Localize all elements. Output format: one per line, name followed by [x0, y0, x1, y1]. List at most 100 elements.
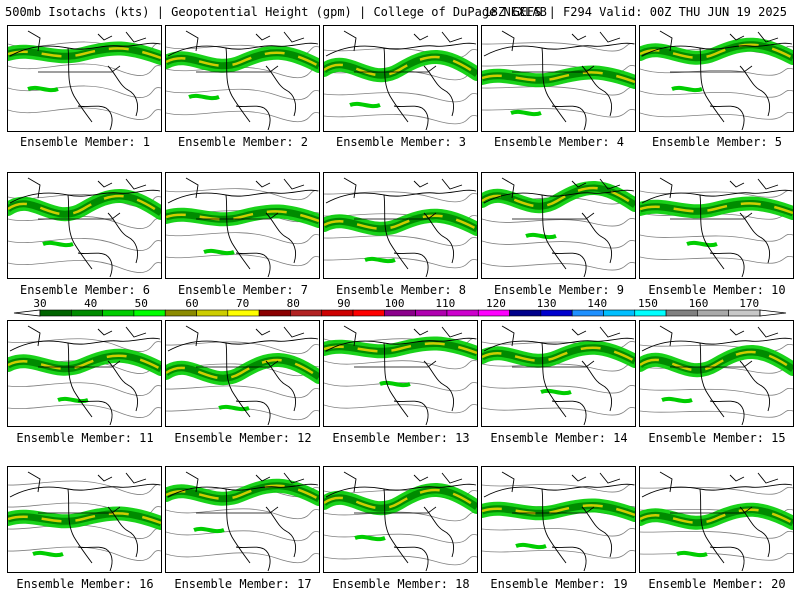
- coastline: [9, 483, 161, 498]
- ensemble-member-label: Ensemble Member: 9: [493, 283, 625, 297]
- colorbar-swatch: [39, 309, 72, 317]
- colorbar-swatch: [227, 309, 260, 317]
- isotach-fragment: [203, 248, 235, 256]
- ensemble-map: [482, 325, 635, 426]
- coastline: [739, 506, 771, 558]
- ensemble-map: [324, 325, 477, 426]
- map-header: 500mb Isotachs (kts) | Geopotential Heig…: [5, 3, 795, 21]
- coastline: [27, 177, 147, 199]
- ensemble-member-label: Ensemble Member: 20: [648, 577, 786, 591]
- coastline: [393, 252, 429, 278]
- colorbar-tick-label: 140: [587, 298, 607, 310]
- colorbar-swatch: [258, 309, 291, 317]
- coastline: [343, 471, 463, 493]
- ensemble-member-label: Ensemble Member: 6: [19, 283, 151, 297]
- height-contour: [324, 235, 477, 247]
- ensemble-member-label: Ensemble Member: 16: [16, 577, 154, 591]
- jet-stream-max: [166, 210, 319, 223]
- ensemble-member-label: Ensemble Member: 13: [332, 431, 470, 445]
- height-contour: [482, 363, 635, 372]
- height-contour: [8, 546, 161, 561]
- coastline: [659, 325, 779, 347]
- colorbar-tick-label: 100: [385, 298, 405, 310]
- ensemble-member-label: Ensemble Member: 19: [490, 577, 628, 591]
- coastline: [383, 47, 409, 123]
- ensemble-map-panel: [481, 320, 636, 427]
- ensemble-map: [482, 30, 635, 131]
- colorbar-swatch: [415, 309, 448, 317]
- colorbar-tick-label: 60: [185, 298, 198, 310]
- height-contour: [8, 480, 161, 495]
- isotach-fragment: [218, 404, 250, 412]
- height-contour: [166, 188, 319, 201]
- coastline: [265, 212, 297, 264]
- colorbar-tick-label: 170: [739, 298, 759, 310]
- country-border: [196, 212, 279, 220]
- ensemble-member-label: Ensemble Member: 5: [651, 135, 783, 149]
- coastline: [551, 400, 587, 426]
- colorbar-swatch: [697, 309, 729, 317]
- ensemble-member-label: Ensemble Member: 10: [648, 283, 786, 297]
- colorbar-swatch: [603, 309, 636, 317]
- country-border: [670, 506, 753, 514]
- ensemble-map-panel: [165, 466, 320, 573]
- ensemble-map: [8, 177, 161, 278]
- isotach-fragment: [188, 93, 220, 101]
- height-contour: [482, 385, 635, 394]
- ensemble-map-panel: [481, 25, 636, 132]
- colorbar-swatch: [102, 309, 135, 317]
- isotach-fragment: [515, 542, 547, 550]
- colorbar-swatch: [290, 309, 323, 317]
- ensemble-map-panel: [323, 320, 478, 427]
- colorbar-tick-label: 120: [486, 298, 506, 310]
- coastline: [423, 360, 455, 412]
- coastline: [423, 506, 455, 558]
- ensemble-map: [324, 177, 477, 278]
- country-border: [670, 360, 753, 368]
- height-contour: [8, 260, 161, 273]
- ensemble-map: [166, 177, 319, 278]
- coastline: [27, 30, 147, 52]
- isotach-fragment: [354, 534, 386, 542]
- coastline: [739, 212, 771, 264]
- colorbar-tick-label: 30: [33, 298, 46, 310]
- coastline: [225, 488, 251, 564]
- colorbar-swatch: [384, 309, 416, 317]
- ensemble-map-panel: [323, 466, 478, 573]
- coastline: [235, 400, 271, 426]
- coastline: [659, 177, 779, 199]
- coastline: [551, 105, 587, 131]
- colorbar-tick-label: 90: [337, 298, 350, 310]
- height-contour: [640, 111, 793, 120]
- coastline: [185, 325, 305, 347]
- coastline: [343, 177, 463, 199]
- height-contour: [482, 108, 635, 118]
- isotach-fragment: [379, 380, 411, 388]
- height-contour: [166, 385, 319, 399]
- jet-stream-max: [640, 350, 793, 372]
- country-border: [196, 65, 279, 73]
- coastline: [235, 546, 271, 572]
- coastline: [67, 342, 93, 418]
- coastline: [393, 400, 429, 426]
- ensemble-member-label: Ensemble Member: 18: [332, 577, 470, 591]
- jet-stream-max: [324, 55, 477, 77]
- height-contour: [166, 508, 319, 520]
- ensemble-map: [324, 30, 477, 131]
- jet-stream-max: [482, 346, 635, 363]
- colorbar-arrow-left: [13, 309, 41, 317]
- height-contour: [324, 404, 477, 414]
- colorbar-swatch: [509, 309, 542, 317]
- coastline: [185, 30, 305, 52]
- ensemble-map: [640, 471, 793, 572]
- height-contour: [166, 66, 319, 79]
- isotach-fragment: [540, 388, 572, 396]
- height-contour: [324, 382, 477, 392]
- ensemble-member-label: Ensemble Member: 15: [648, 431, 786, 445]
- ensemble-map-panel: [323, 172, 478, 279]
- coastline: [77, 252, 113, 278]
- ensemble-map: [640, 177, 793, 278]
- height-contour: [324, 555, 477, 566]
- ensemble-map: [166, 325, 319, 426]
- coastline: [9, 337, 161, 352]
